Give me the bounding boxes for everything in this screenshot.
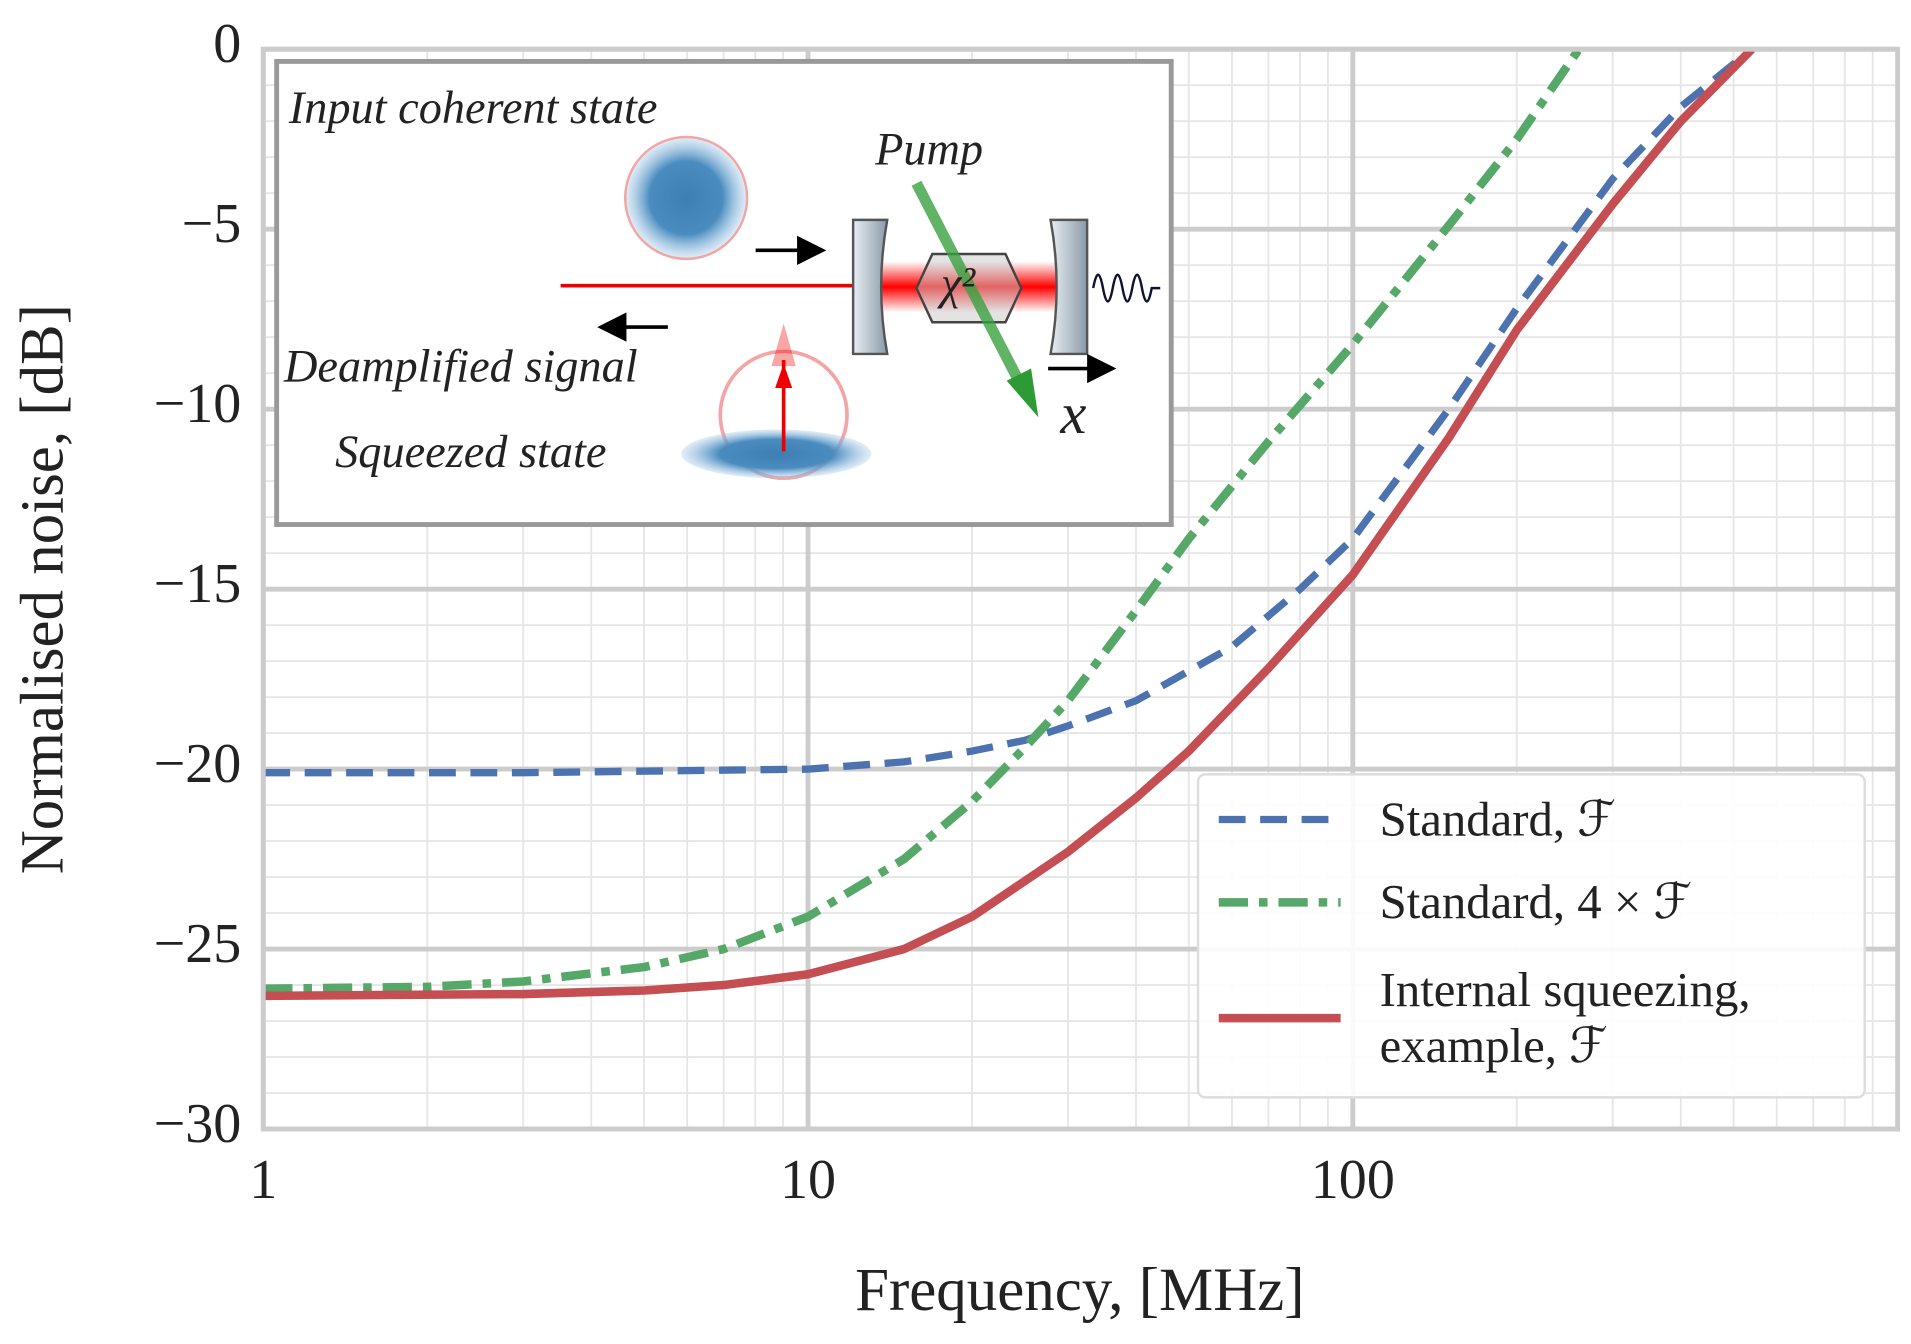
pump-beam (911, 180, 1029, 393)
legend-label: Standard, 4 × ℱ (1379, 874, 1692, 930)
squeezed-state (681, 429, 872, 479)
legend-entry: Standard, ℱ (1379, 791, 1616, 847)
plot-frame (260, 46, 1901, 1132)
pump-arrow (1006, 368, 1039, 418)
y-axis-label: Normalised noise, [dB] (10, 304, 77, 874)
mirror (1049, 218, 1089, 356)
inset-label: Squeezed state (335, 427, 606, 478)
inset-label: Input coherent state (288, 83, 658, 134)
mirror (851, 218, 889, 356)
y-tick-label: −25 (154, 913, 242, 975)
y-tick-label: −20 (154, 733, 242, 795)
series-line (263, 49, 1583, 993)
inset-label: Pump (874, 125, 983, 176)
inset-label: x (1059, 381, 1086, 446)
amplitude-head (775, 363, 793, 389)
y-tick-label: −15 (154, 553, 242, 615)
series-line (263, 49, 1755, 777)
legend-label: Internal squeezing, example, ℱ (1379, 962, 1751, 1073)
legend-entry: Internal squeezing, example, ℱ (1379, 962, 1751, 1073)
x-tick-label: 100 (1311, 1149, 1395, 1211)
x-axis-label: Frequency, [MHz] (855, 1257, 1304, 1324)
amplitude-head (771, 323, 796, 367)
spring (1092, 273, 1161, 303)
ticks: 1 10 100 −30 −25 −20 −15 −10 −5 0 (154, 13, 1395, 1211)
inset-label: χ² (937, 259, 976, 310)
inset: Input coherent state Pump χ² Deamplified… (274, 58, 1174, 527)
coherent-state (624, 135, 749, 261)
y-tick-label: −5 (182, 193, 242, 255)
legend-entry: Standard, 4 × ℱ (1379, 874, 1692, 930)
inset-label: Deamplified signal (283, 342, 638, 393)
plot-lines (263, 49, 1755, 1001)
x-tick-label: 1 (249, 1149, 277, 1211)
y-tick-label: −30 (154, 1093, 242, 1155)
legend: Standard, ℱ Standard, 4 × ℱ Internal squee… (1196, 773, 1866, 1099)
y-tick-label: −10 (154, 373, 242, 435)
legend-frame (1196, 773, 1866, 1099)
vacuum-circle (718, 349, 849, 481)
x-tick-label: 10 (780, 1149, 836, 1211)
y-tick-label: 0 (213, 13, 241, 75)
series-line (263, 49, 1755, 1001)
legend-label: Standard, ℱ (1379, 791, 1616, 847)
